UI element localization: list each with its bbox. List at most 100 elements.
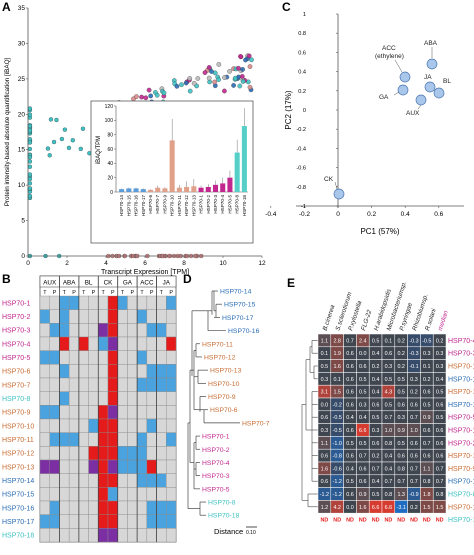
grid-cell	[156, 350, 167, 365]
scatter-point	[236, 65, 241, 71]
grid-cell	[146, 473, 157, 488]
inset-x-label: HSP70-13	[191, 195, 196, 217]
grid-cell	[166, 364, 177, 379]
treatment-label: ABA	[63, 280, 76, 287]
heatmap-value: 0.3	[436, 351, 444, 357]
grid-cell	[39, 500, 50, 515]
heatmap-value: 0.6	[346, 390, 354, 396]
inset-bar	[220, 183, 226, 192]
heatmap-value: 0.5	[359, 390, 367, 396]
dendrogram-leaf: HSP70-7	[242, 420, 270, 427]
pca-label-ja: JA	[424, 74, 432, 81]
grid-cell	[107, 500, 118, 515]
inset-y-tick-label: 20	[107, 175, 113, 181]
grid-cell	[68, 364, 80, 379]
scatter-point	[231, 83, 236, 88]
heatmap-value: 0.6	[423, 454, 431, 460]
grid-cell	[68, 309, 80, 324]
heatmap-value: 0.7	[397, 479, 405, 485]
x-axis-label: Transcript Expression [TPM]	[101, 269, 189, 276]
heatmap-value: 0.7	[410, 479, 418, 485]
heatmap-value: -1.2	[320, 492, 329, 498]
heatmap-value: 0.8	[397, 466, 405, 472]
pc1-tick-label: -0.2	[299, 211, 311, 218]
grid-cell	[68, 500, 80, 515]
inset-x-label: HSP70-16	[134, 195, 139, 217]
heatmap-value: 0.1	[321, 351, 329, 357]
heatmap-value: -3.1	[397, 505, 406, 511]
heatmap-value: 0.7	[410, 415, 418, 421]
scatter-point	[51, 139, 57, 145]
scatter-point	[195, 76, 201, 81]
heatmap-value: 0.6	[359, 466, 367, 472]
grid-cell	[78, 309, 89, 324]
heatmap-value: 0.0	[321, 402, 329, 408]
heatmap-value: 0.6	[372, 441, 380, 447]
heatmap-value: 0.9	[359, 492, 367, 498]
grid-cell	[68, 405, 80, 420]
scatter-point	[146, 87, 152, 93]
heatmap-value: 0.0	[359, 351, 367, 357]
heatmap-value: 0.6	[346, 492, 354, 498]
scatter-point	[27, 106, 33, 111]
grid-cell	[78, 432, 89, 447]
scatter-point	[80, 126, 86, 131]
pc2-tick-label: 0.2	[298, 89, 306, 95]
inset-x-label: HSP70-7	[155, 195, 160, 214]
heatmap-value: 0.8	[423, 479, 431, 485]
heatmap-value: 0.3	[321, 377, 329, 383]
scatter-point	[240, 67, 245, 72]
pc2-tick-label: -0.4	[296, 146, 306, 152]
scatter-point	[212, 79, 217, 85]
grid-cell	[136, 487, 148, 502]
grid-cell	[88, 350, 99, 365]
dendrogram-leaves: HSP70-14 HSP70-15 HSP70-17 HSP70-16 HSP70-11…	[202, 289, 270, 520]
grid-cell	[136, 377, 148, 392]
treatment-label: ACC	[140, 280, 154, 287]
grid-cell	[117, 528, 128, 543]
grid-cell	[49, 350, 60, 365]
subcol-label: T	[121, 290, 125, 296]
pca-point-ga	[397, 84, 409, 96]
grid-cell	[78, 459, 89, 474]
heatmap-value: 0.6	[321, 415, 329, 421]
dendrogram-leaf: HSP70-14	[220, 289, 252, 296]
grid-cell	[127, 473, 138, 488]
grid-cell	[156, 323, 167, 338]
scatter-point	[54, 117, 59, 123]
distance-scale-value: 0.10	[246, 530, 256, 536]
heatmap-value: 0.3	[436, 364, 444, 370]
dendrogram-leaf: HSP70-1	[202, 434, 230, 441]
heatmap-value: 0.1	[333, 377, 341, 383]
heatmap-value: 0.6	[423, 390, 431, 396]
heatmap-value: 0.4	[372, 390, 380, 396]
grid-cell	[136, 432, 148, 447]
y-tick-label: 5	[21, 218, 25, 225]
heatmap-value: 0.6	[346, 428, 354, 434]
heatmap-value: 0.4	[372, 479, 380, 485]
scatter-point	[161, 90, 167, 96]
inset-x-label: HSP70-15	[126, 195, 131, 217]
heatmap-column-header: FLG-22	[360, 309, 373, 332]
panel-e-letter: E	[287, 276, 295, 290]
heatmap-value: 0.6	[436, 454, 444, 460]
grid-cell	[59, 405, 70, 420]
heatmap-row-label: HSP70-9	[448, 466, 474, 473]
scatter-point	[27, 172, 33, 177]
grid-cell	[39, 350, 50, 365]
heatmap-cells: 1.1 2.8 0.7 2.4 0.5 0.1 0.2 -0.3 -0.5 0.2 0.1 1.9 0.…	[317, 333, 447, 527]
pca-label-bl: BL	[443, 78, 451, 85]
scatter-point	[27, 128, 33, 133]
inset-bars	[119, 108, 247, 192]
pca-label-ck: CK	[324, 176, 334, 183]
heatmap-value: 0.2	[397, 351, 405, 357]
heatmap-value: 0.5	[346, 441, 354, 447]
grid-cell	[78, 528, 89, 543]
grid-row-label: HSP70-11	[2, 437, 34, 444]
grid-cell	[78, 323, 89, 338]
heatmap-value: 1.0	[410, 428, 418, 434]
heatmap-row-label: HSP70-17	[448, 376, 474, 383]
heatmap-value: 1.5	[436, 505, 444, 511]
grid-cell	[39, 514, 50, 529]
grid-cell	[68, 432, 80, 447]
